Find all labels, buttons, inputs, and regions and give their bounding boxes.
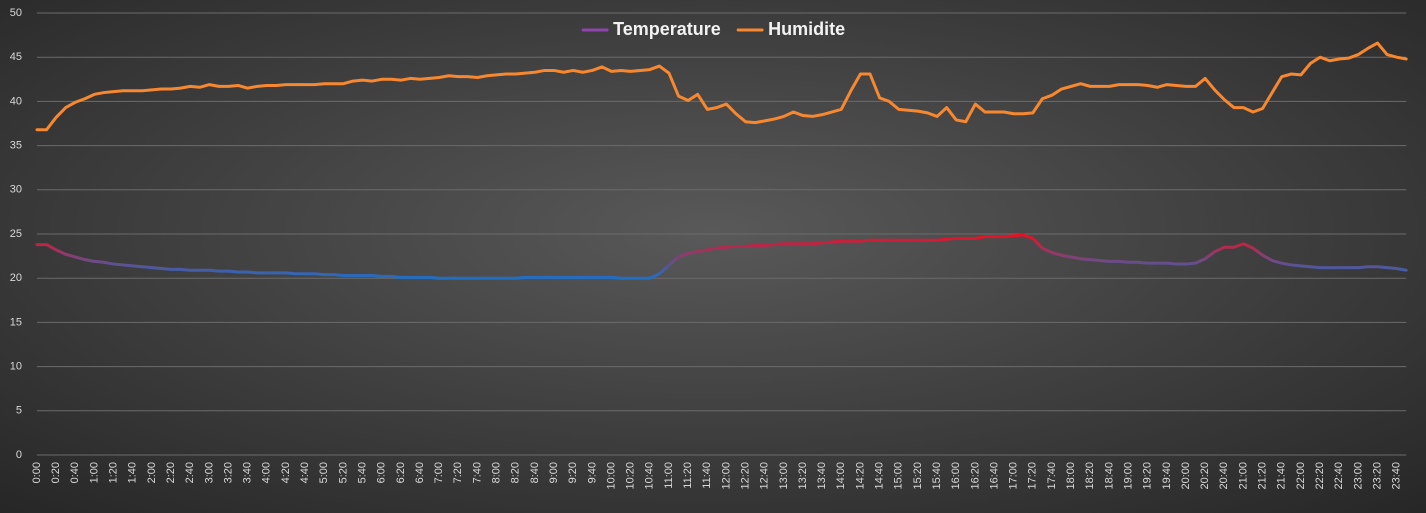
y-tick-label: 35 bbox=[10, 140, 22, 152]
y-tick-label: 25 bbox=[10, 228, 22, 240]
x-tick-label: 19:20 bbox=[1142, 462, 1154, 490]
x-tick-label: 4:20 bbox=[280, 462, 292, 483]
y-tick-label: 5 bbox=[16, 405, 22, 417]
x-tick-label: 13:00 bbox=[778, 462, 790, 490]
x-tick-label: 7:40 bbox=[471, 462, 483, 483]
x-tick-label: 18:20 bbox=[1084, 462, 1096, 490]
x-tick-label: 22:00 bbox=[1295, 462, 1307, 490]
x-tick-label: 6:40 bbox=[414, 462, 426, 483]
x-tick-label: 3:20 bbox=[222, 462, 234, 483]
x-tick-label: 8:00 bbox=[491, 462, 503, 483]
x-tick-label: 4:00 bbox=[261, 462, 273, 483]
x-tick-label: 17:00 bbox=[1008, 462, 1020, 490]
x-tick-label: 13:40 bbox=[816, 462, 828, 490]
x-tick-label: 7:00 bbox=[433, 462, 445, 483]
x-tick-label: 1:40 bbox=[127, 462, 139, 483]
x-tick-label: 20:40 bbox=[1218, 462, 1230, 490]
legend-label: Temperature bbox=[613, 19, 721, 39]
x-tick-label: 21:40 bbox=[1276, 462, 1288, 490]
x-tick-label: 16:00 bbox=[950, 462, 962, 490]
x-tick-label: 1:00 bbox=[88, 462, 100, 483]
x-tick-label: 15:20 bbox=[912, 462, 924, 490]
x-tick-label: 0:20 bbox=[50, 462, 62, 483]
x-tick-label: 9:40 bbox=[586, 462, 598, 483]
x-tick-label: 19:40 bbox=[1161, 462, 1173, 490]
y-tick-label: 40 bbox=[10, 95, 22, 107]
x-tick-label: 18:40 bbox=[1103, 462, 1115, 490]
x-tick-label: 11:20 bbox=[682, 462, 694, 489]
x-tick-label: 10:00 bbox=[605, 462, 617, 490]
x-tick-label: 3:40 bbox=[242, 462, 254, 483]
x-tick-label: 10:20 bbox=[625, 462, 637, 490]
x-tick-label: 5:40 bbox=[356, 462, 368, 483]
x-tick-label: 8:40 bbox=[529, 462, 541, 483]
x-tick-label: 12:40 bbox=[759, 462, 771, 490]
x-tick-label: 16:40 bbox=[988, 462, 1000, 490]
x-tick-label: 21:00 bbox=[1237, 462, 1249, 490]
x-tick-label: 23:20 bbox=[1371, 462, 1383, 490]
x-tick-label: 19:00 bbox=[1122, 462, 1134, 490]
x-tick-label: 17:20 bbox=[1027, 462, 1039, 490]
y-tick-label: 15 bbox=[10, 316, 22, 328]
x-tick-label: 12:20 bbox=[739, 462, 751, 490]
x-tick-label: 22:20 bbox=[1314, 462, 1326, 490]
x-tick-label: 12:00 bbox=[720, 462, 732, 490]
x-tick-label: 2:00 bbox=[146, 462, 158, 483]
x-tick-label: 2:40 bbox=[184, 462, 196, 483]
x-tick-label: 1:20 bbox=[108, 462, 120, 483]
x-tick-label: 16:20 bbox=[969, 462, 981, 490]
x-tick-label: 15:40 bbox=[931, 462, 943, 490]
x-tick-label: 6:20 bbox=[395, 462, 407, 483]
x-tick-label: 14:00 bbox=[835, 462, 847, 490]
x-tick-label: 8:20 bbox=[510, 462, 522, 483]
x-tick-label: 11:40 bbox=[701, 462, 713, 489]
x-tick-label: 14:20 bbox=[854, 462, 866, 490]
x-tick-label: 13:20 bbox=[797, 462, 809, 490]
x-tick-label: 23:00 bbox=[1352, 462, 1364, 490]
y-tick-label: 50 bbox=[10, 7, 22, 19]
x-tick-label: 7:20 bbox=[452, 462, 464, 483]
x-tick-label: 9:00 bbox=[548, 462, 560, 483]
x-tick-label: 3:00 bbox=[203, 462, 215, 483]
y-tick-label: 30 bbox=[10, 184, 22, 196]
x-tick-label: 9:20 bbox=[567, 462, 579, 483]
x-tick-label: 0:40 bbox=[69, 462, 81, 483]
series-line bbox=[35, 233, 1408, 280]
x-tick-label: 4:40 bbox=[299, 462, 311, 483]
x-tick-label: 22:40 bbox=[1333, 462, 1345, 490]
y-tick-label: 0 bbox=[16, 449, 22, 461]
x-tick-label: 5:00 bbox=[318, 462, 330, 483]
x-tick-label: 18:00 bbox=[1065, 462, 1077, 490]
x-tick-label: 11:00 bbox=[663, 462, 675, 489]
x-tick-label: 14:40 bbox=[874, 462, 886, 490]
x-tick-label: 21:20 bbox=[1257, 462, 1269, 490]
legend-label: Humidite bbox=[768, 19, 845, 39]
x-tick-label: 15:00 bbox=[893, 462, 905, 490]
y-tick-label: 10 bbox=[10, 361, 22, 373]
x-tick-label: 0:00 bbox=[31, 462, 43, 483]
x-tick-label: 17:40 bbox=[1046, 462, 1058, 490]
x-tick-label: 10:40 bbox=[644, 462, 656, 490]
x-tick-label: 20:20 bbox=[1199, 462, 1211, 490]
x-tick-label: 23:40 bbox=[1391, 462, 1403, 490]
x-tick-label: 2:20 bbox=[165, 462, 177, 483]
series-line bbox=[35, 41, 1408, 132]
y-tick-label: 45 bbox=[10, 51, 22, 63]
y-tick-label: 20 bbox=[10, 272, 22, 284]
x-tick-label: 6:00 bbox=[376, 462, 388, 483]
x-tick-label: 5:20 bbox=[337, 462, 349, 483]
x-tick-label: 20:00 bbox=[1180, 462, 1192, 490]
